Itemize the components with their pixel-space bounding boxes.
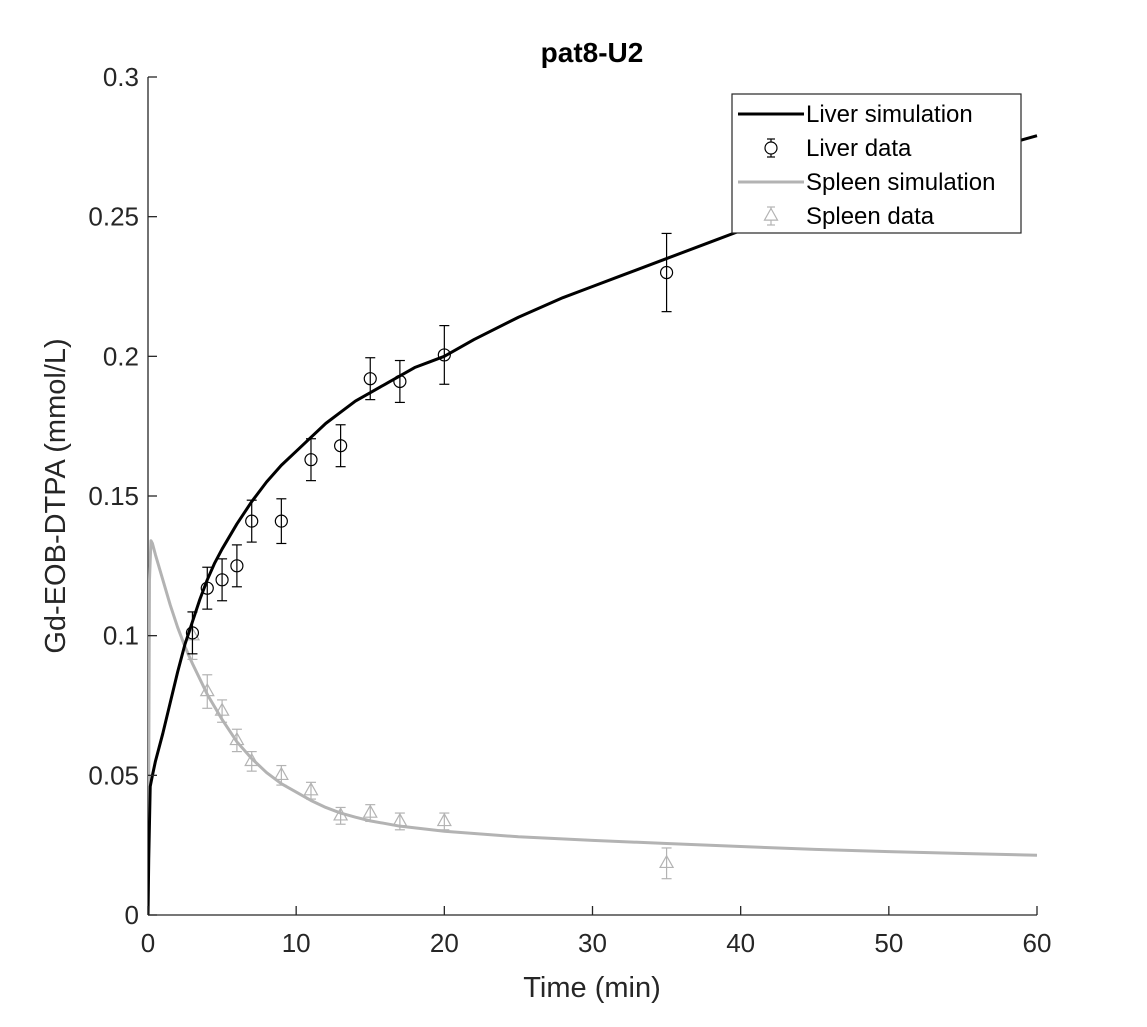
legend-label-liver-simulation: Liver simulation: [806, 101, 973, 128]
x-tick-label: 0: [141, 928, 155, 958]
y-axis-title: Gd-EOB-DTPA (mmol/L): [40, 338, 72, 653]
spleen-data-marker: [303, 781, 319, 796]
spleen-data-marker: [362, 804, 378, 818]
y-tick-label: 0: [125, 900, 139, 930]
spleen-data-marker: [392, 812, 408, 827]
liver-data-marker: [200, 581, 214, 595]
chart-title: pat8-U2: [541, 37, 644, 68]
liver-data-marker: [437, 348, 451, 362]
x-tick-label: 40: [726, 928, 755, 958]
x-axis-title: Time (min): [523, 972, 660, 1004]
y-tick-label: 0.15: [88, 481, 139, 511]
spleen-data-marker: [436, 812, 452, 827]
legend-label-liver-data: Liver data: [806, 135, 912, 162]
tick-layer: 0 10 20 30 40 50 60 0 0.05 0.1 0.15 0.2 0.25 0.3: [88, 62, 1051, 958]
x-tick-label: 10: [282, 928, 311, 958]
spleen-data-marker: [333, 807, 349, 821]
legend-label-spleen-simulation: Spleen simulation: [806, 169, 995, 196]
liver-data-marker: [215, 573, 229, 587]
spleen-data-marker: [659, 854, 675, 869]
x-tick-label: 20: [430, 928, 459, 958]
spleen-data-marker: [273, 766, 289, 781]
x-tick-label: 50: [874, 928, 903, 958]
spleen-data-marker: [244, 752, 260, 767]
liver-data-marker: [185, 626, 200, 640]
liver-data-marker: [659, 265, 674, 280]
spleen-data-marker: [214, 702, 230, 716]
legend-swatch-liver-data-marker: [764, 141, 778, 155]
liver-data-marker: [363, 372, 377, 386]
liver-data-marker: [393, 374, 407, 389]
y-tick-label: 0.2: [103, 341, 139, 371]
x-tick-label: 60: [1023, 928, 1052, 958]
y-tick-label: 0.05: [88, 760, 139, 790]
y-tick-label: 0.3: [103, 62, 139, 92]
liver-data-marker: [334, 439, 348, 453]
liver-data-marker: [230, 559, 244, 573]
liver-data-points: [185, 232, 674, 655]
legend-swatch-spleen-data-marker: [763, 207, 779, 221]
legend: Liver simulation Liver data Spleen simulat…: [731, 93, 1022, 234]
legend-box: [731, 93, 1022, 234]
liver-data-marker: [245, 514, 259, 528]
y-tick-label: 0.25: [88, 202, 139, 232]
legend-label-spleen-data: Spleen data: [806, 203, 935, 230]
y-tick-label: 0.1: [103, 621, 139, 651]
x-tick-label: 30: [578, 928, 607, 958]
liver-data-marker: [304, 453, 318, 467]
spleen-data-marker: [199, 682, 215, 697]
liver-data-marker: [274, 514, 288, 528]
spleen-data-marker: [229, 731, 245, 746]
spleen-data-points: [184, 611, 675, 880]
